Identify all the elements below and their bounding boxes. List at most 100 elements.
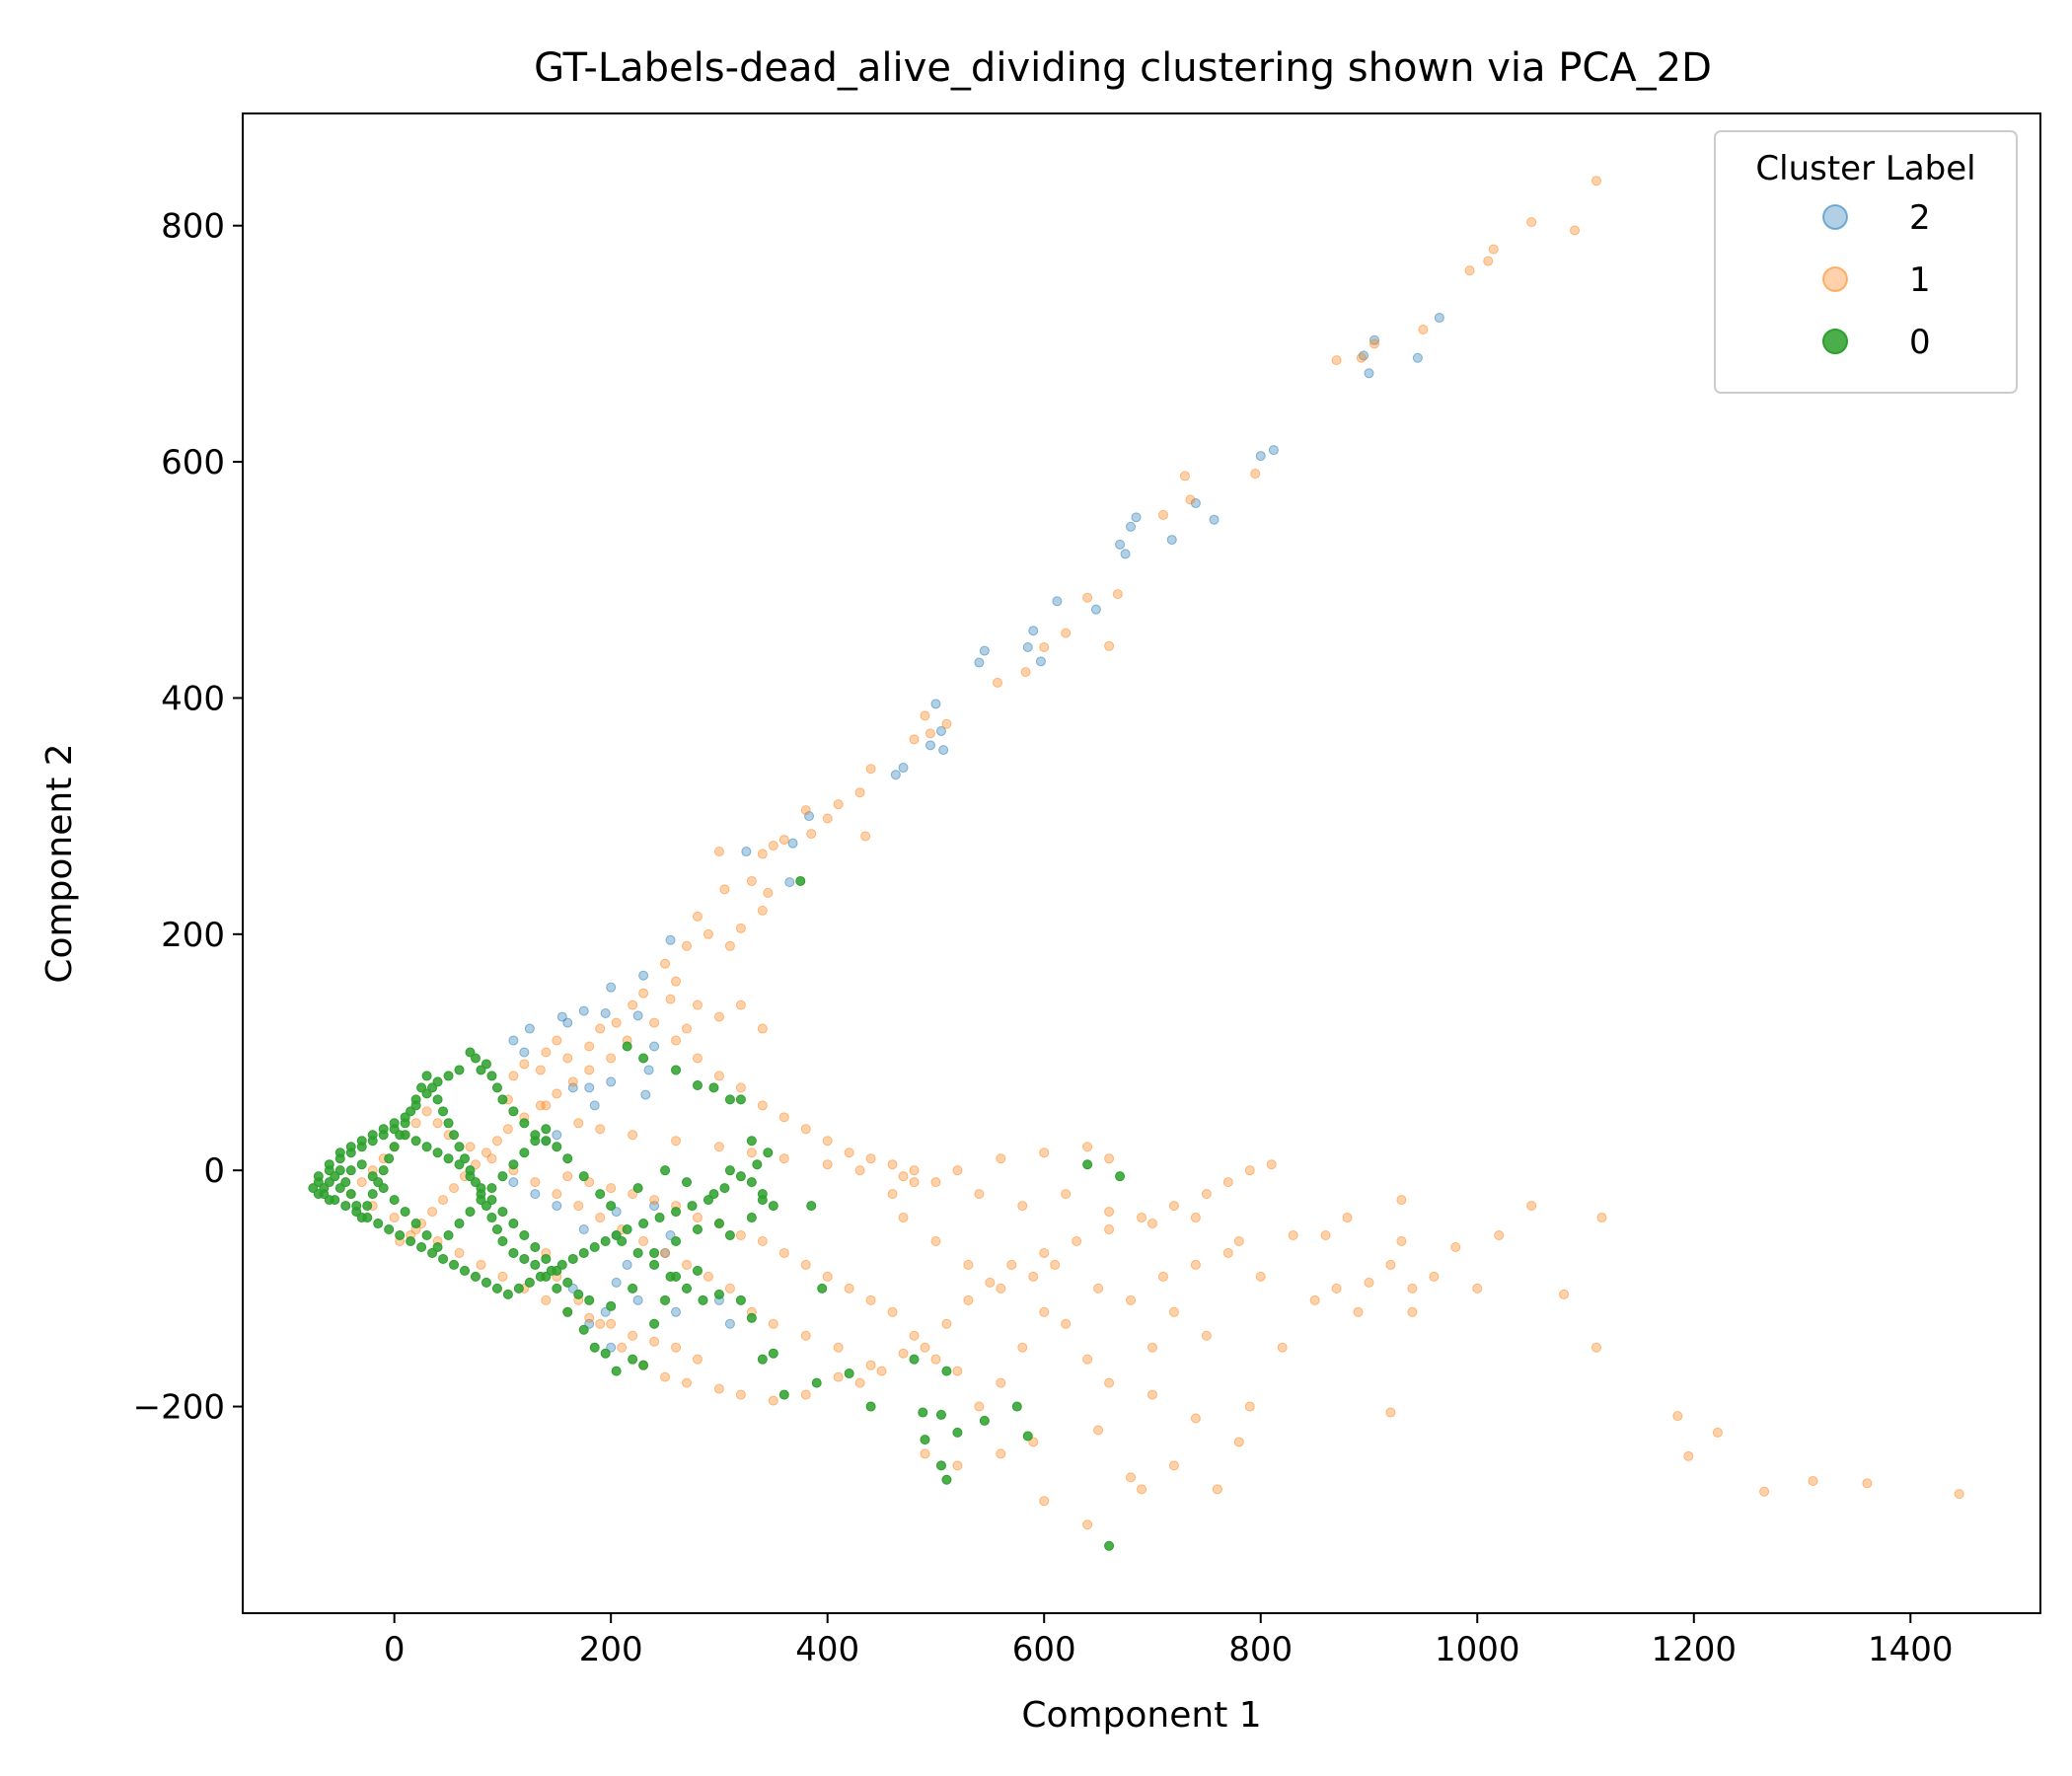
data-point [556,1259,567,1270]
data-point [768,841,778,851]
data-point [519,1147,530,1158]
data-point [1429,1271,1440,1282]
data-point [671,1207,682,1218]
data-point [1104,1153,1115,1164]
data-point [611,1277,622,1288]
data-point [833,1371,844,1382]
data-point [1364,368,1374,379]
data-point [562,1306,573,1317]
data-point [1277,1342,1288,1353]
data-point [1954,1489,1964,1500]
data-point [682,940,693,951]
data-point [443,1153,454,1164]
data-point [367,1171,378,1182]
data-point [584,1295,595,1305]
data-point [513,1283,524,1294]
data-point [757,905,768,916]
data-point [465,1171,476,1182]
data-point [535,1271,546,1282]
data-point [1759,1486,1770,1497]
data-point [763,1147,774,1158]
data-point [1168,1460,1179,1471]
data-point [996,1448,1006,1459]
data-point [595,1189,606,1200]
data-point [930,699,941,709]
y-tick-label: 800 [161,207,225,247]
data-point [438,1253,449,1264]
series-0 [308,875,1126,1551]
data-point [622,1041,632,1052]
data-point [632,1183,643,1194]
data-point [1255,1271,1266,1282]
data-point [898,1171,909,1182]
points-layer [308,176,1964,1551]
data-point [741,847,752,857]
x-axis: 0 200 400 600 800 1000 1200 1400 [384,1613,1954,1669]
data-point [389,1195,400,1206]
data-point [757,849,768,859]
legend-label-0: 0 [1909,323,1931,362]
data-point [465,1142,476,1152]
data-point [800,1259,811,1270]
legend-marker-0 [1822,329,1848,354]
data-point [1385,1259,1396,1270]
data-point [1190,497,1201,508]
data-point [578,1224,589,1235]
data-point [606,1318,617,1329]
data-point [502,1289,513,1299]
data-point [682,1177,693,1188]
series-1 [345,176,1964,1530]
data-point [1020,667,1031,678]
data-point [432,1094,443,1105]
plot-area [308,176,1964,1551]
data-point [822,1159,833,1170]
data-point [622,1259,632,1270]
data-point [351,1207,362,1218]
data-point [1288,1230,1298,1241]
data-point [665,1271,676,1282]
data-point [787,838,798,849]
data-point [687,1201,698,1212]
data-point [1494,1230,1505,1241]
data-point [854,1377,865,1388]
data-point [941,1366,952,1376]
data-point [600,1235,611,1246]
data-point [778,1247,789,1258]
data-point [530,1177,541,1188]
y-tick-label: −200 [133,1388,225,1428]
data-point [632,1010,643,1021]
data-point [638,1360,649,1370]
data-point [735,923,746,933]
data-point [410,1136,421,1147]
data-point [698,1295,708,1305]
data-point [1039,1306,1050,1317]
data-point [640,1089,651,1100]
data-point [421,1142,432,1152]
data-point [308,1183,319,1194]
data-point [1570,225,1581,236]
data-point [606,1201,617,1212]
data-point [1862,1478,1873,1489]
data-point [909,1354,920,1365]
data-point [682,1283,693,1294]
data-point [432,1147,443,1158]
data-point [996,1377,1006,1388]
data-point [920,710,930,721]
data-point [362,1213,373,1223]
data-point [1412,352,1423,363]
data-point [632,1295,643,1305]
data-point [638,970,649,981]
data-point [541,1124,552,1135]
data-point [1342,1213,1353,1223]
data-point [985,1277,996,1288]
data-point [800,1389,811,1400]
data-point [567,1076,578,1087]
data-point [508,1177,519,1188]
data-point [660,1371,671,1382]
data-point [778,1153,789,1164]
data-point [719,884,730,895]
data-point [692,1265,703,1276]
data-point [1050,1259,1061,1270]
data-point [573,1201,584,1212]
data-point [671,1342,682,1353]
